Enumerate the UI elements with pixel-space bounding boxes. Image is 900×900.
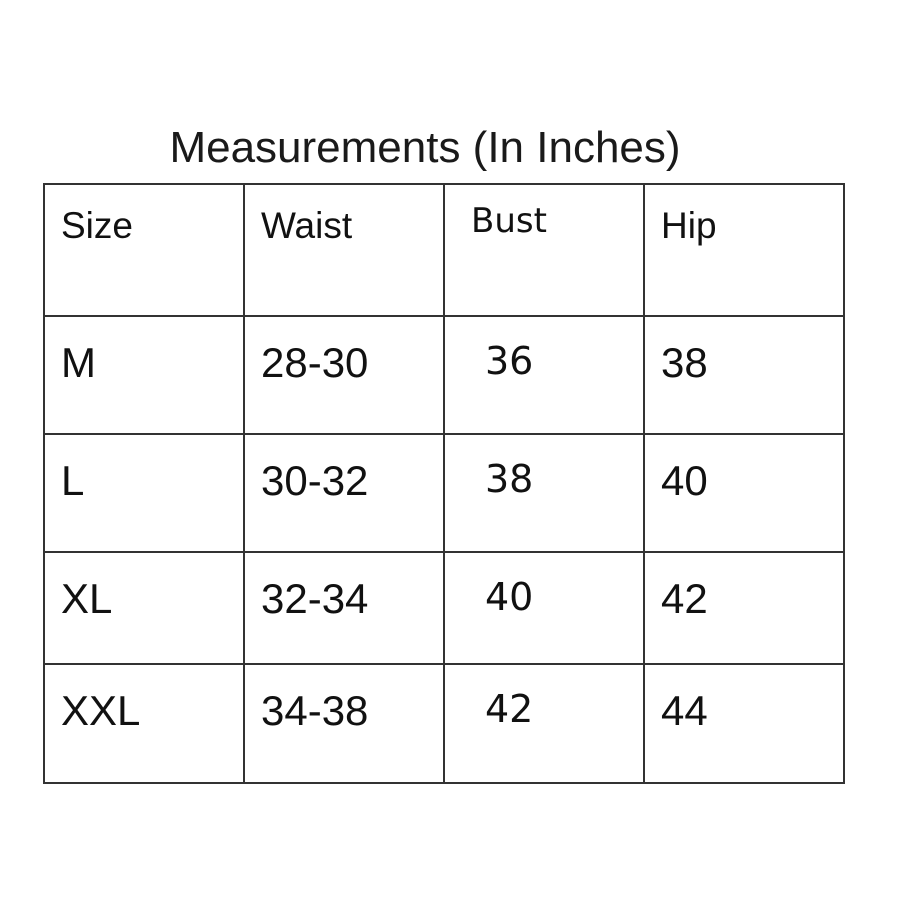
cell-hip: 42 — [643, 551, 845, 665]
table-row: L 30-32 38 40 — [43, 433, 845, 553]
table-header-row: Size Waist Bust Hip — [43, 183, 845, 317]
cell-waist: 32-34 — [243, 551, 445, 665]
chart-title: Measurements (In Inches) — [169, 123, 681, 172]
cell-bust: 40 — [443, 551, 645, 665]
header-hip: Hip — [643, 183, 845, 317]
cell-waist: 34-38 — [243, 663, 445, 784]
cell-waist: 30-32 — [243, 433, 445, 553]
cell-bust: 36 — [443, 315, 645, 435]
cell-size: M — [43, 315, 245, 435]
cell-bust: 42 — [443, 663, 645, 784]
table-row: XXL 34-38 42 44 — [43, 663, 845, 784]
header-waist: Waist — [243, 183, 445, 317]
cell-size: XL — [43, 551, 245, 665]
cell-hip: 44 — [643, 663, 845, 784]
cell-bust: 38 — [443, 433, 645, 553]
size-chart-table: Size Waist Bust Hip M 28-30 36 38 L 30-3… — [43, 183, 845, 784]
header-bust: Bust — [443, 183, 645, 317]
table-row: M 28-30 36 38 — [43, 315, 845, 435]
cell-waist: 28-30 — [243, 315, 445, 435]
table-row: XL 32-34 40 42 — [43, 551, 845, 665]
header-size: Size — [43, 183, 245, 317]
cell-hip: 40 — [643, 433, 845, 553]
cell-size: L — [43, 433, 245, 553]
cell-hip: 38 — [643, 315, 845, 435]
cell-size: XXL — [43, 663, 245, 784]
